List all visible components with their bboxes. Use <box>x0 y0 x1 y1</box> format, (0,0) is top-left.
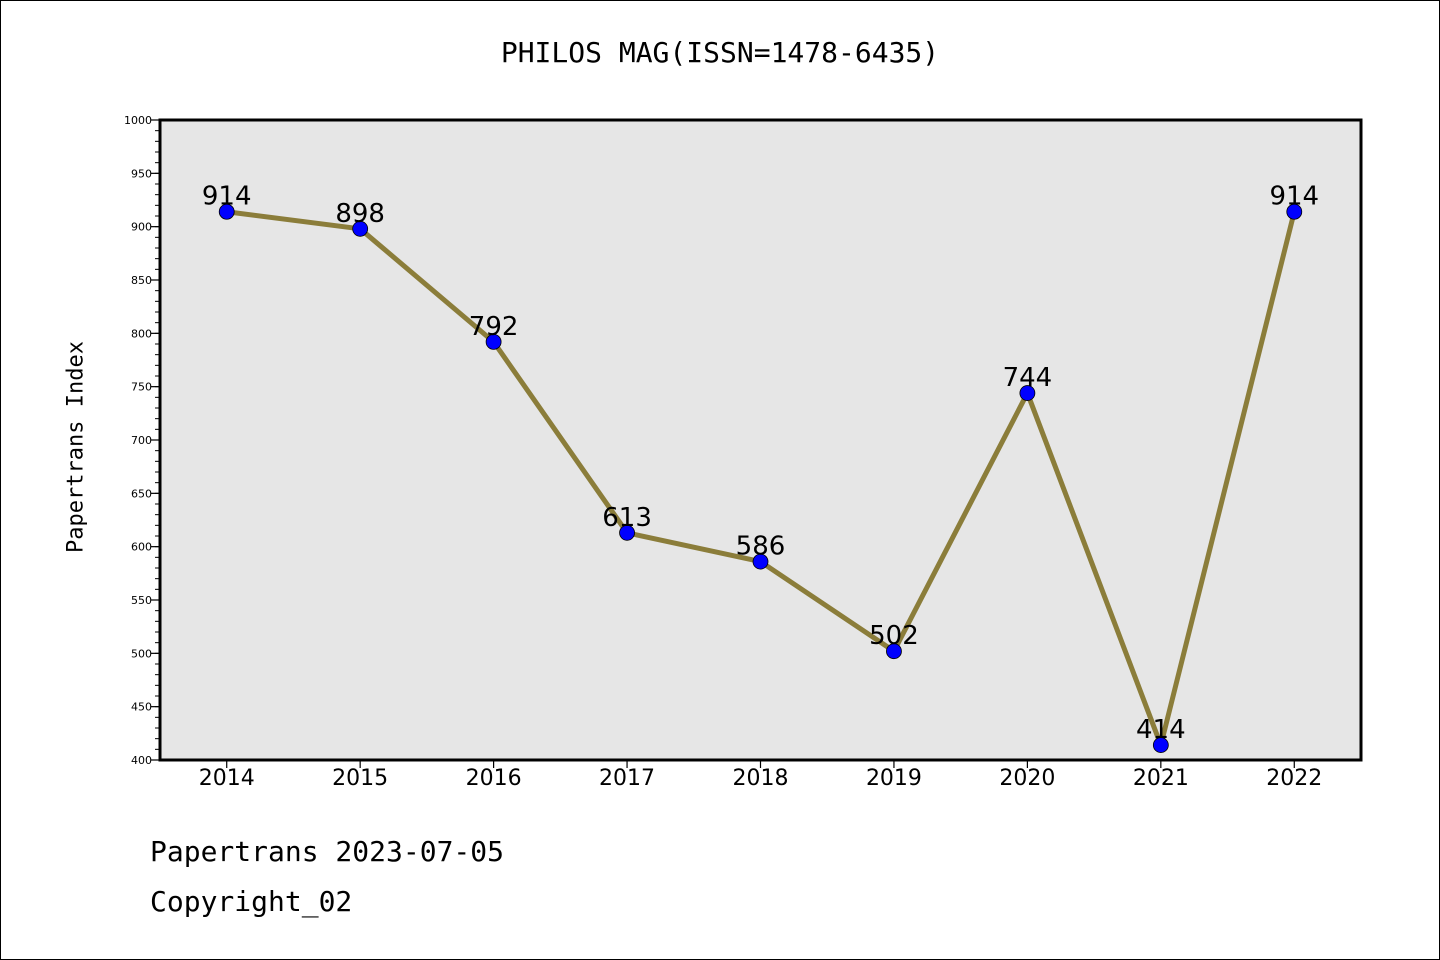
x-tick-label: 2018 <box>733 766 789 791</box>
y-tick-label: 1000 <box>124 114 152 127</box>
y-tick-label: 550 <box>131 594 152 607</box>
footer-date: Papertrans 2023-07-05 <box>150 835 505 868</box>
data-point <box>218 203 235 220</box>
data-point <box>752 553 769 570</box>
y-tick-label: 850 <box>131 274 152 287</box>
y-tick-label: 450 <box>131 701 152 714</box>
x-tick-label: 2022 <box>1266 766 1322 791</box>
footer-copyright: Copyright_02 <box>150 885 353 918</box>
data-label: 898 <box>335 199 385 229</box>
data-label: 914 <box>1269 182 1319 212</box>
y-tick-label: 900 <box>131 221 152 234</box>
y-tick-label: 500 <box>131 647 152 660</box>
data-label: 414 <box>1136 715 1186 745</box>
data-point <box>1286 203 1303 220</box>
y-tick-label: 400 <box>131 754 152 767</box>
plot-border <box>158 118 1363 762</box>
data-label: 914 <box>202 182 252 212</box>
x-tick-label: 2015 <box>332 766 388 791</box>
data-point <box>619 524 635 541</box>
x-tick-label: 2020 <box>999 766 1055 791</box>
x-tick-label: 2021 <box>1133 766 1189 791</box>
y-tick-label: 650 <box>131 487 152 500</box>
data-label: 613 <box>602 503 652 533</box>
y-tick-label: 750 <box>131 381 152 394</box>
data-point <box>352 220 369 237</box>
data-point <box>485 333 502 350</box>
data-label: 744 <box>1003 363 1053 393</box>
x-tick-label: 2014 <box>199 766 255 791</box>
y-tick-label: 950 <box>131 167 152 180</box>
x-tick-label: 2019 <box>866 766 922 791</box>
data-point <box>1152 737 1169 753</box>
x-tick-label: 2016 <box>466 766 522 791</box>
y-tick-label: 700 <box>131 434 152 447</box>
data-label: 792 <box>469 312 519 342</box>
y-tick-label: 600 <box>131 541 152 554</box>
data-point <box>886 643 902 660</box>
data-point <box>1019 385 1036 401</box>
chart-title: PHILOS MAG(ISSN=1478-6435) <box>500 36 940 69</box>
data-label: 586 <box>736 532 786 562</box>
data-label: 502 <box>869 621 919 651</box>
x-tick-label: 2017 <box>599 766 655 791</box>
y-tick-label: 800 <box>131 327 152 340</box>
